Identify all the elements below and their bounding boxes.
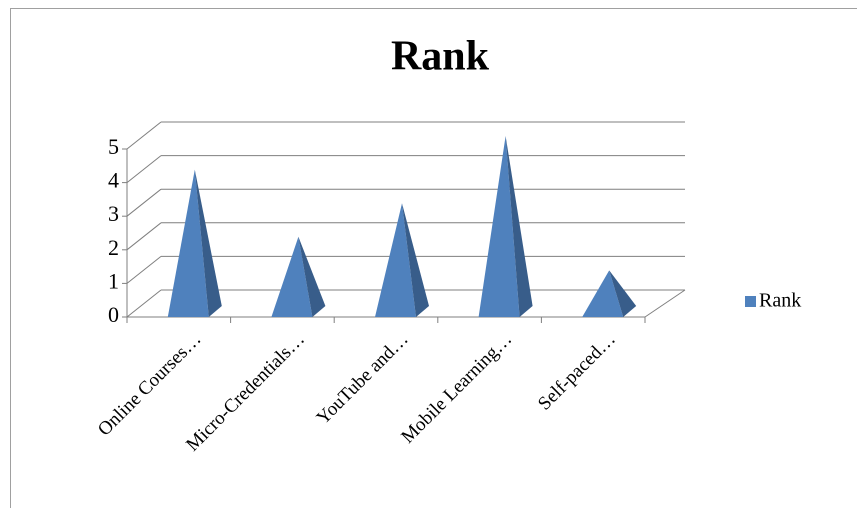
pyramid xyxy=(375,203,429,317)
legend-swatch xyxy=(745,296,756,307)
pyramid-front xyxy=(478,136,520,317)
chart-title: Rank xyxy=(391,34,490,80)
x-tick-label: Online Courses… xyxy=(94,329,206,441)
x-tick-label: YouTube and… xyxy=(313,329,413,429)
grid-line xyxy=(126,188,162,217)
pyramid xyxy=(271,236,326,317)
pyramid-front xyxy=(167,169,209,317)
legend-label: Rank xyxy=(759,290,801,312)
pyramid-front xyxy=(271,236,313,317)
y-tick-label: 5 xyxy=(108,134,119,159)
pyramid xyxy=(478,136,533,317)
y-tick-label: 0 xyxy=(108,302,119,327)
grid-line xyxy=(126,155,162,183)
pyramid-side xyxy=(298,236,326,317)
chart-border xyxy=(10,8,857,508)
pyramid-front xyxy=(375,203,416,317)
pyramid-side xyxy=(505,136,533,317)
pyramid xyxy=(167,169,222,317)
floor-right xyxy=(644,289,686,318)
y-tick-label: 3 xyxy=(108,201,119,226)
y-tick-label: 2 xyxy=(108,235,119,260)
x-tick-label: Micro-Credentials… xyxy=(182,329,309,456)
grid-line xyxy=(126,222,162,251)
pyramid-side xyxy=(194,169,222,317)
grid-line xyxy=(126,121,162,150)
grid-line xyxy=(126,289,162,318)
x-tick-label: Mobile Learning… xyxy=(397,329,516,448)
y-tick-label: 1 xyxy=(108,268,119,293)
pyramid-front xyxy=(582,270,624,317)
pyramid xyxy=(582,270,637,317)
x-tick-label: Self-paced… xyxy=(534,329,620,415)
pyramid-side xyxy=(402,203,429,317)
y-tick-label: 4 xyxy=(108,168,119,193)
grid-line xyxy=(126,256,162,284)
pyramid-side xyxy=(609,270,637,317)
